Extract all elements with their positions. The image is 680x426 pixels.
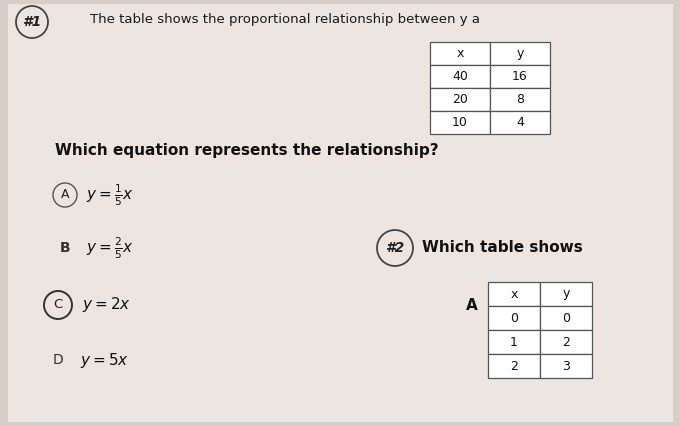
Bar [540, 306, 592, 330]
Text: y: y [516, 47, 524, 60]
Bar [430, 65, 490, 88]
Bar [430, 111, 490, 134]
Bar [540, 330, 592, 354]
Bar [540, 354, 592, 378]
Text: x: x [456, 47, 464, 60]
Text: 4: 4 [516, 116, 524, 129]
Bar [430, 42, 490, 65]
Text: Which table shows: Which table shows [422, 241, 583, 256]
Text: Which equation represents the relationship?: Which equation represents the relationsh… [55, 143, 439, 158]
Text: D: D [52, 353, 63, 367]
Bar [540, 282, 592, 306]
Bar [488, 330, 540, 354]
Text: 0: 0 [562, 311, 570, 325]
Text: x: x [510, 288, 517, 300]
Text: 20: 20 [452, 93, 468, 106]
Text: The table shows the proportional relationship between y a: The table shows the proportional relatio… [90, 14, 480, 26]
Bar [490, 42, 550, 65]
Text: A: A [61, 188, 69, 201]
Text: 16: 16 [512, 70, 528, 83]
Bar [488, 354, 540, 378]
Text: $y = \frac{2}{5}x$: $y = \frac{2}{5}x$ [86, 235, 134, 261]
Bar [490, 111, 550, 134]
Text: 2: 2 [562, 336, 570, 348]
Text: $y = 2x$: $y = 2x$ [82, 296, 131, 314]
Text: 2: 2 [510, 360, 518, 372]
Bar [490, 65, 550, 88]
Text: #1: #1 [22, 15, 41, 29]
Text: 3: 3 [562, 360, 570, 372]
Text: 0: 0 [510, 311, 518, 325]
Bar [490, 88, 550, 111]
Bar [430, 88, 490, 111]
Text: B: B [60, 241, 70, 255]
Text: 1: 1 [510, 336, 518, 348]
Text: $y = \frac{1}{5}x$: $y = \frac{1}{5}x$ [86, 182, 134, 208]
Text: 40: 40 [452, 70, 468, 83]
Text: 10: 10 [452, 116, 468, 129]
Text: 8: 8 [516, 93, 524, 106]
Text: C: C [53, 299, 63, 311]
Bar [488, 282, 540, 306]
Text: $y = 5x$: $y = 5x$ [80, 351, 129, 369]
Bar [488, 306, 540, 330]
Text: y: y [562, 288, 570, 300]
Text: A: A [466, 297, 478, 313]
Text: #2: #2 [386, 241, 405, 255]
